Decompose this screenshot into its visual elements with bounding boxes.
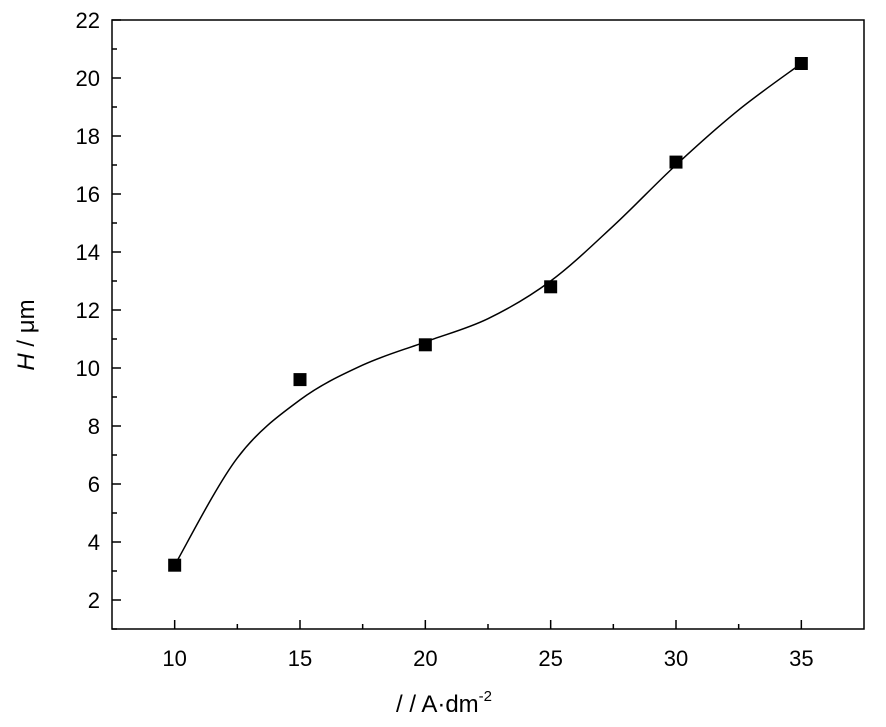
x-tick-label: 15 xyxy=(288,646,312,671)
y-tick-label: 6 xyxy=(88,472,100,497)
y-tick-label: 2 xyxy=(88,588,100,613)
y-tick-label: 20 xyxy=(76,66,100,91)
x-axis-ticks: 10 15 20 25 30 35 xyxy=(162,620,814,671)
x-tick-label: 10 xyxy=(162,646,186,671)
data-point xyxy=(418,338,432,352)
y-tick-label: 8 xyxy=(88,414,100,439)
y-axis-title-variable: H xyxy=(13,353,40,371)
data-point xyxy=(669,155,683,169)
data-point xyxy=(168,558,182,572)
data-point xyxy=(794,57,808,70)
y-axis-title: H / μm xyxy=(13,299,40,370)
y-tick-label: 22 xyxy=(76,8,100,33)
y-tick-label: 4 xyxy=(88,530,100,555)
y-tick-label: 10 xyxy=(76,356,100,381)
x-axis-title-text: / / A·dm xyxy=(396,691,479,718)
y-tick-label: 16 xyxy=(76,182,100,207)
x-axis-title: / / A·dm-2 xyxy=(396,688,492,718)
x-axis-title-superscript: -2 xyxy=(479,688,492,705)
y-tick-label: 18 xyxy=(76,124,100,149)
y-tick-label: 14 xyxy=(76,240,100,265)
x-tick-label: 25 xyxy=(538,646,562,671)
fit-curve xyxy=(174,62,802,566)
x-tick-label: 35 xyxy=(789,646,813,671)
data-point xyxy=(544,280,558,294)
data-points xyxy=(168,57,808,572)
y-tick-label: 12 xyxy=(76,298,100,323)
y-axis-ticks: 2 4 6 8 10 12 14 16 18 20 22 xyxy=(76,8,121,630)
plot-frame xyxy=(111,19,865,630)
x-tick-label: 30 xyxy=(664,646,688,671)
y-axis-title-unit: / μm xyxy=(13,299,40,353)
x-tick-label: 20 xyxy=(413,646,437,671)
data-point xyxy=(293,373,307,387)
